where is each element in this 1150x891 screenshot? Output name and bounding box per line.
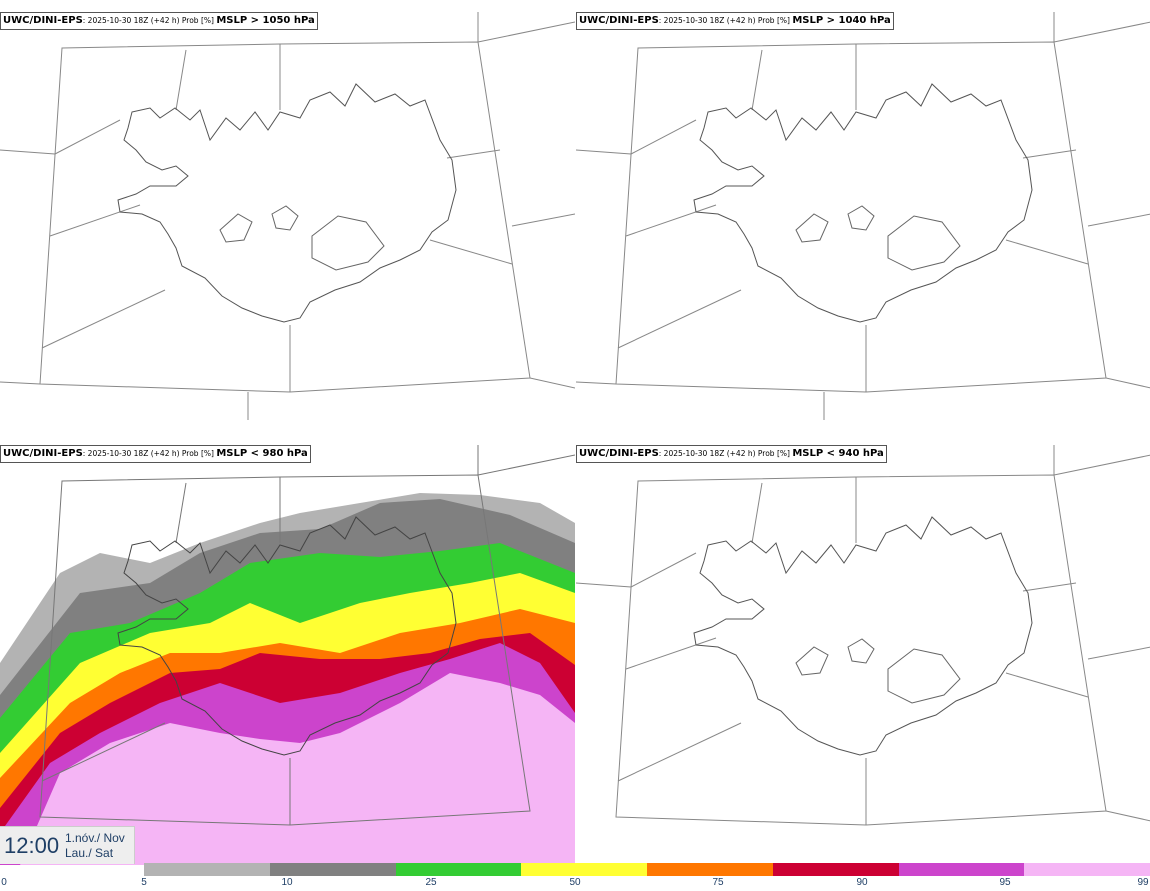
panel-title: UWC/DINI-EPS: 2025-10-30 18Z (+42 h) Pro… [0, 445, 311, 463]
run-info: : 2025-10-30 18Z (+42 h) Prob [%] [82, 16, 217, 25]
valid-day: Lau./ Sat [65, 846, 114, 860]
threshold-label: MSLP > 1040 hPa [792, 15, 891, 26]
map-canvas [576, 12, 1150, 420]
threshold-label: MSLP < 980 hPa [216, 448, 308, 459]
colorbar-segment [772, 863, 899, 876]
panel-title: UWC/DINI-EPS: 2025-10-30 18Z (+42 h) Pro… [576, 445, 887, 463]
map-panel-mslp-lt-980: UWC/DINI-EPS: 2025-10-30 18Z (+42 h) Pro… [0, 433, 575, 865]
colorbar-segment [647, 863, 774, 876]
model-name: UWC/DINI-EPS [579, 15, 659, 26]
map-canvas [0, 12, 575, 420]
colorbar-segment [395, 863, 522, 876]
model-name: UWC/DINI-EPS [3, 448, 83, 459]
map-panel-mslp-lt-940: UWC/DINI-EPS: 2025-10-30 18Z (+42 h) Pro… [576, 433, 1150, 865]
map-canvas [0, 445, 575, 865]
run-info: : 2025-10-30 18Z (+42 h) Prob [%] [658, 16, 793, 25]
colorbar-tick-label: 0 [1, 877, 7, 888]
colorbar-tick-label: 5 [141, 877, 147, 888]
panel-title: UWC/DINI-EPS: 2025-10-30 18Z (+42 h) Pro… [0, 12, 318, 30]
colorbar-segment [269, 863, 396, 876]
coastline [117, 516, 457, 756]
panel-title: UWC/DINI-EPS: 2025-10-30 18Z (+42 h) Pro… [576, 12, 894, 30]
model-name: UWC/DINI-EPS [3, 15, 83, 26]
colorbar-tick-label: 95 [999, 877, 1011, 888]
colorbar-tick-label: 50 [569, 877, 581, 888]
model-name: UWC/DINI-EPS [579, 448, 659, 459]
coastline [693, 83, 1033, 323]
colorbar-tick-label: 10 [281, 877, 293, 888]
colorbar-tick-label: 25 [425, 877, 437, 888]
run-info: : 2025-10-30 18Z (+42 h) Prob [%] [82, 449, 217, 458]
colorbar-tick-label: 75 [712, 877, 724, 888]
map-canvas [576, 445, 1150, 826]
colorbar-tick-label: 99 [1137, 877, 1149, 888]
coastline [117, 83, 457, 323]
threshold-label: MSLP < 940 hPa [792, 448, 884, 459]
run-info: : 2025-10-30 18Z (+42 h) Prob [%] [658, 449, 793, 458]
coastline [693, 516, 1033, 756]
threshold-label: MSLP > 1050 hPa [216, 15, 315, 26]
probability-field [0, 493, 575, 865]
colorbar-segment [144, 863, 271, 876]
valid-time-box: 12:00 1.nóv./ Nov Lau./ Sat [0, 826, 135, 864]
valid-hour: 12:00 [4, 833, 60, 858]
colorbar-segment [1024, 863, 1150, 876]
map-panel-mslp-gt-1050: UWC/DINI-EPS: 2025-10-30 18Z (+42 h) Pro… [0, 0, 575, 432]
map-panel-mslp-gt-1040: UWC/DINI-EPS: 2025-10-30 18Z (+42 h) Pro… [576, 0, 1150, 432]
colorbar-tick-label: 90 [856, 877, 868, 888]
probability-colorbar [144, 863, 1150, 876]
colorbar-segment [898, 863, 1025, 876]
valid-date: 1.nóv./ Nov [65, 831, 125, 845]
colorbar-segment [521, 863, 648, 876]
